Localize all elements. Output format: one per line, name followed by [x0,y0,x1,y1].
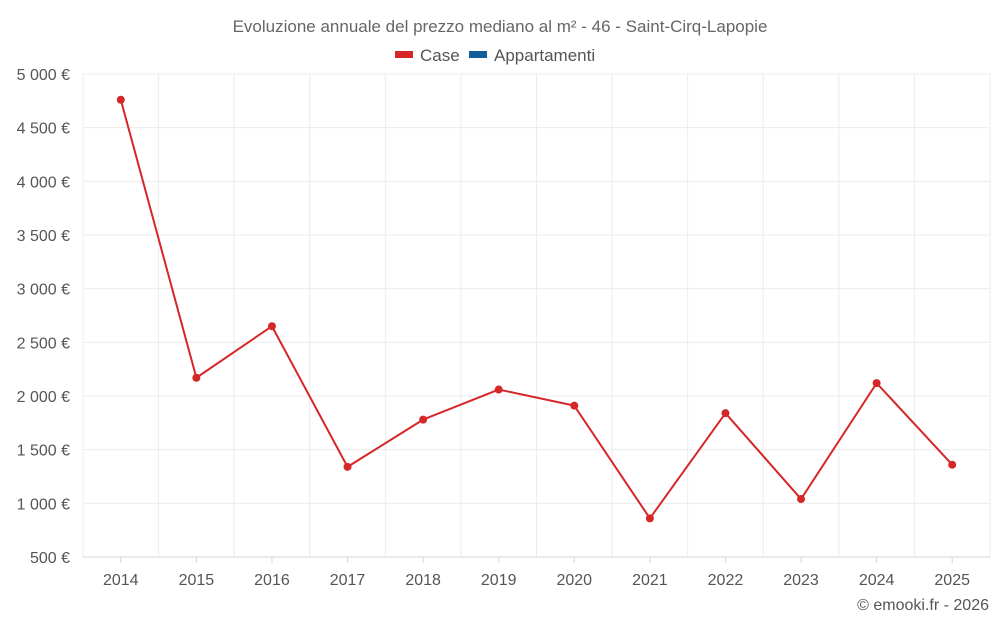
legend-swatch-appartamenti [469,51,487,58]
legend: Case Appartamenti [395,46,595,65]
y-tick-label: 500 € [30,550,70,567]
credit-text: © emooki.fr - 2026 [857,597,989,614]
data-point[interactable] [419,415,428,424]
x-tick-label: 2014 [103,572,139,589]
data-point[interactable] [797,495,806,504]
data-point[interactable] [494,385,503,394]
legend-item-appartamenti[interactable]: Appartamenti [469,46,595,65]
data-point[interactable] [872,379,881,388]
x-gridlines [82,74,991,563]
x-tick-label: 2016 [254,572,290,589]
series-line [119,99,953,520]
legend-label-appartamenti: Appartamenti [494,46,595,65]
legend-item-case[interactable]: Case [395,46,460,65]
series-case [116,95,957,523]
x-tick-label: 2017 [330,572,366,589]
x-tick-label: 2022 [708,572,744,589]
x-tick-label: 2023 [783,572,819,589]
x-tick-label: 2018 [405,572,441,589]
data-point[interactable] [645,514,654,523]
y-tick-label: 3 500 € [17,228,70,245]
series-layer [116,95,957,523]
x-tick-label: 2025 [934,572,970,589]
data-point[interactable] [116,95,125,104]
data-point[interactable] [192,373,201,382]
x-tick-label: 2024 [859,572,895,589]
x-tick-label: 2020 [556,572,592,589]
chart-title: Evoluzione annuale del prezzo mediano al… [233,17,768,36]
y-tick-label: 2 500 € [17,335,70,352]
y-tick-label: 1 500 € [17,443,70,460]
y-tick-label: 4 000 € [17,174,70,191]
data-point[interactable] [343,462,352,471]
data-point[interactable] [721,409,730,418]
data-point[interactable] [948,460,957,469]
legend-swatch-case [395,51,413,58]
x-axis-labels: 2014 2015 2016 2017 2018 2019 2020 2021 2022 2023… [103,572,970,589]
x-tick-label: 2021 [632,572,668,589]
y-tick-label: 3 000 € [17,282,70,299]
x-tick-label: 2019 [481,572,517,589]
data-point[interactable] [570,401,579,410]
y-tick-label: 2 000 € [17,389,70,406]
y-tick-label: 1 000 € [17,496,70,513]
data-point[interactable] [267,322,276,331]
legend-label-case: Case [420,46,460,65]
x-tick-label: 2015 [179,572,215,589]
y-axis-labels: 500 € 1 000 € 1 500 € 2 000 € 2 500 € 3 000 €… [17,67,70,567]
y-tick-label: 4 500 € [17,121,70,138]
y-tick-label: 5 000 € [17,67,70,84]
